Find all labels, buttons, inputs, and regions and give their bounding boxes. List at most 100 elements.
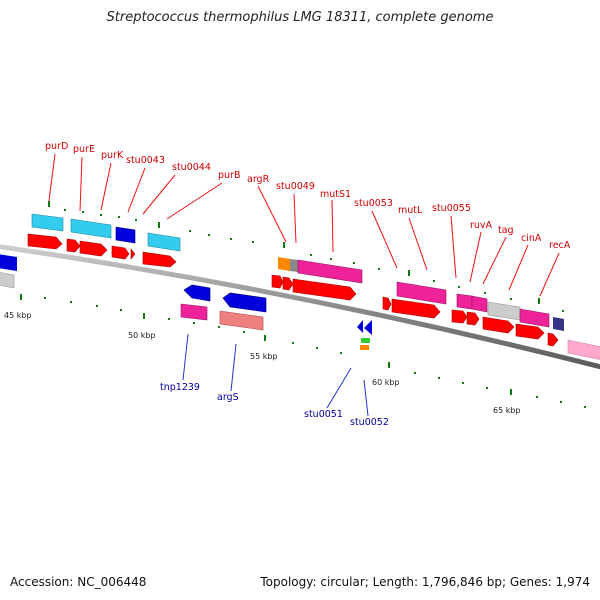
gene-block-gray [487, 301, 521, 321]
scale-tick [230, 238, 232, 240]
scale-tick [538, 298, 540, 304]
scale-tick [20, 294, 22, 300]
gene-block-blue [0, 254, 17, 271]
gene-label: tnp1239 [160, 382, 200, 393]
cds-arrows-upper [27, 233, 559, 347]
gene-block-magenta [471, 295, 488, 313]
scale-tick [64, 209, 66, 211]
scale-tick [189, 230, 191, 232]
scale-tick [243, 331, 245, 333]
gene-block-navy [553, 317, 564, 331]
scale-label-55kbp: 55 kbp [250, 352, 278, 361]
scale-tick [193, 322, 195, 324]
scale-label-45kbp: 45 kbp [4, 311, 32, 320]
bottom-callout-lines [182, 333, 369, 417]
gene-label: purD [45, 141, 68, 152]
gene-block-green [361, 338, 370, 343]
gene-block-salmon [219, 310, 264, 331]
scale-tick [510, 389, 512, 395]
gene-block-blue [115, 226, 136, 244]
scale-tick [283, 242, 285, 248]
scale-tick [536, 396, 538, 398]
cds-arrow [515, 323, 545, 340]
gene-block-magenta [456, 293, 473, 310]
gene-block-magenta [519, 308, 550, 328]
gene-block-cyan [70, 218, 112, 239]
topology-text: Topology: circular; Length: 1,796,846 bp… [260, 575, 590, 589]
cds-arrow [391, 298, 441, 319]
gene-label: argS [217, 392, 239, 403]
scale-tick [120, 309, 122, 311]
upper-feature-track [31, 213, 564, 331]
scale-tick [414, 372, 416, 374]
scale-tick [135, 219, 137, 221]
gene-label: stu0051 [304, 409, 343, 420]
gene-label: argR [247, 174, 270, 185]
scale-tick [292, 342, 294, 344]
scale-tick [100, 214, 102, 216]
lower-feature-track [0, 254, 600, 360]
scale-tick [44, 297, 46, 299]
scale-tick [584, 406, 586, 408]
scale-tick [48, 201, 50, 207]
gene-block-orange [360, 345, 369, 350]
map-title: Streptococcus thermophilus LMG 18311, co… [106, 10, 494, 25]
cds-arrow-left [222, 292, 267, 313]
gene-block-gray [290, 259, 298, 272]
scale-tick [70, 301, 72, 303]
gene-label: stu0043 [126, 155, 165, 166]
cds-arrow [142, 251, 177, 268]
gene-block-cyan [31, 213, 64, 232]
scale-tick [96, 305, 98, 307]
cds-arrow [451, 309, 468, 324]
cds-arrow [111, 245, 130, 260]
cds-arrow [466, 311, 480, 326]
top-callout-lines [48, 153, 560, 297]
scale-tick [408, 270, 410, 276]
gene-label: purE [73, 144, 95, 155]
scale-tick [353, 262, 355, 264]
gene-label: mutL [398, 205, 423, 216]
scale-tick [433, 280, 435, 282]
gene-block-magenta [396, 281, 447, 305]
gene-label: purK [101, 150, 124, 161]
scale-tick [438, 377, 440, 379]
genome-backbone [0, 244, 600, 370]
cds-arrow [130, 248, 136, 260]
cds-arrow [271, 274, 284, 289]
scale-tick [158, 222, 160, 228]
gene-label: stu0044 [172, 162, 211, 173]
gene-block-orange [278, 257, 290, 271]
scale-tick [168, 318, 170, 320]
scale-tick [264, 335, 266, 341]
cds-arrow-left [357, 320, 363, 333]
cds-arrow [282, 276, 294, 291]
top-gene-labels: purD purE purK stu0043 stu0044 purB argR… [45, 141, 571, 251]
gene-block-magenta [180, 303, 208, 321]
scale-tick [486, 387, 488, 389]
gene-label: recA [549, 240, 571, 251]
scale-tick [252, 241, 254, 243]
scale-tick [316, 347, 318, 349]
scale-tick [82, 211, 84, 213]
scale-tick [378, 268, 380, 270]
gene-label: tag [498, 225, 514, 236]
gene-label: purB [218, 170, 240, 181]
scale-tick [388, 362, 390, 368]
scale-tick [562, 310, 564, 312]
scale-label-65kbp: 65 kbp [493, 406, 521, 415]
scale-tick [143, 313, 145, 319]
gene-block-gray [0, 272, 15, 289]
accession-text: Accession: NC_006448 [10, 575, 147, 589]
cds-arrow [547, 332, 559, 347]
scale-tick [118, 216, 120, 218]
cds-arrow [27, 233, 63, 250]
cds-arrow [66, 238, 81, 253]
gene-label: stu0052 [350, 417, 389, 428]
scale-tick [208, 234, 210, 236]
cds-arrow [382, 296, 392, 311]
cds-arrow-left [183, 284, 211, 302]
bottom-gene-labels: tnp1239 argS stu0051 stu0052 [160, 382, 389, 428]
gene-label: ruvA [470, 220, 493, 231]
